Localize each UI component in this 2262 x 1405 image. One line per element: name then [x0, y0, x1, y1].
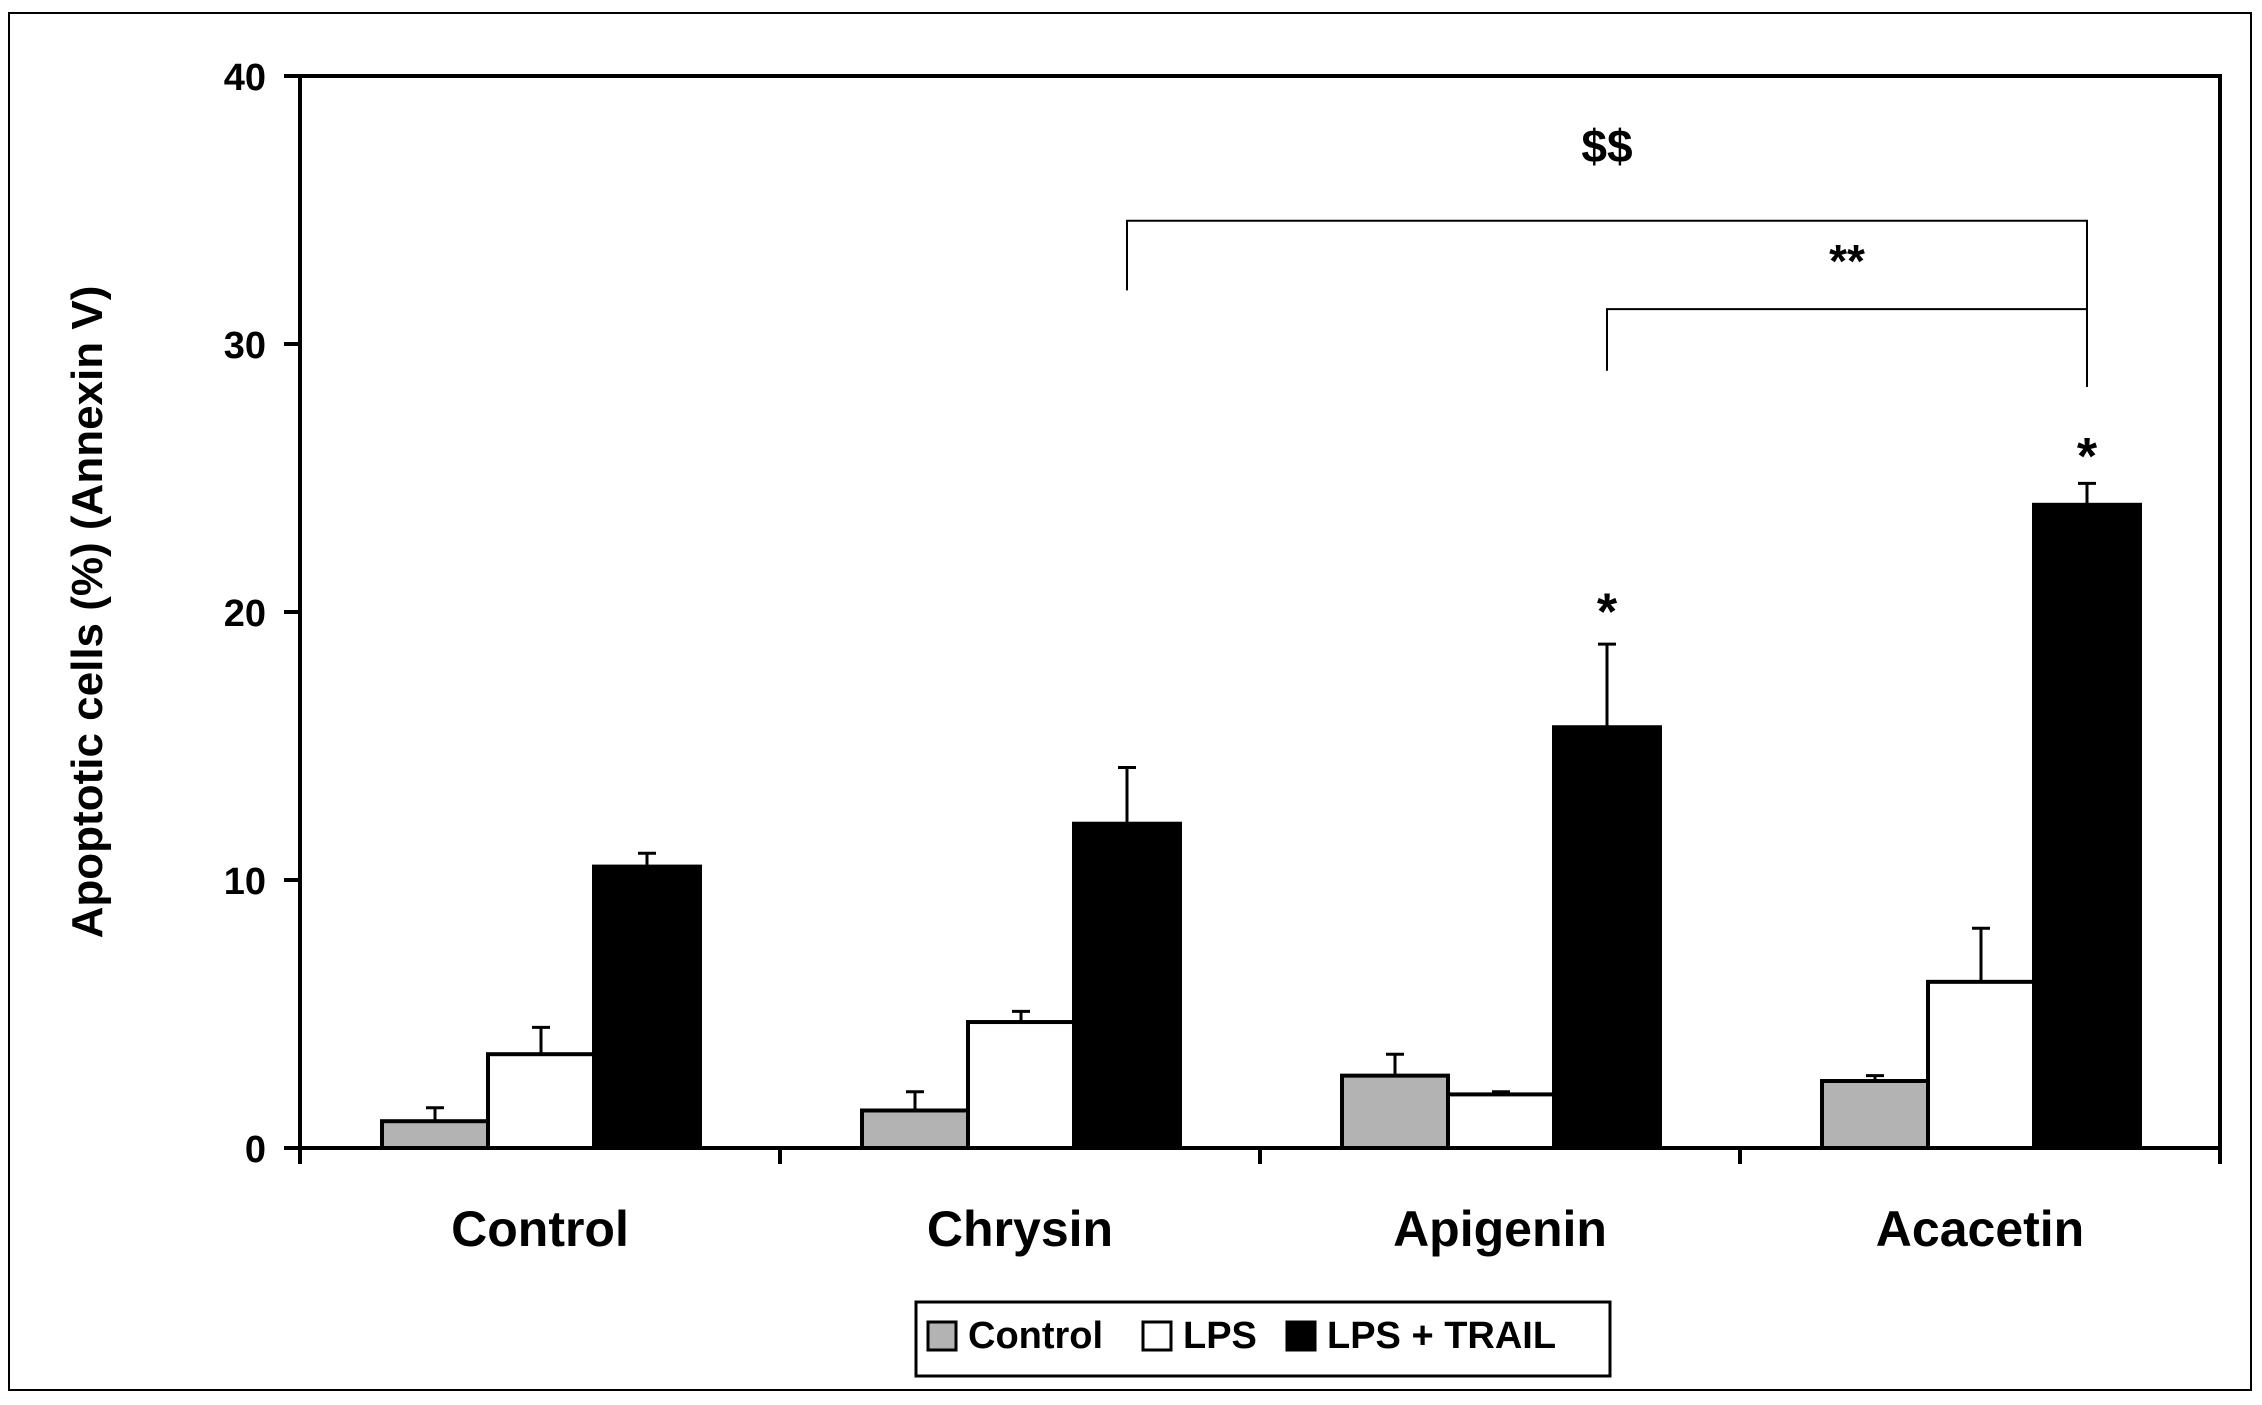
bar-chrysin-control [860, 1108, 970, 1150]
legend-label-lps: LPS [1183, 1315, 1257, 1357]
figure-border [8, 12, 2252, 1391]
x-axis: Control Chrysin Apigenin Acacetin [298, 1148, 2222, 1257]
significance-bracket-3 [1126, 219, 2088, 387]
bar-apigenin-lps [1446, 1092, 1556, 1151]
significance-asterisk-acacetin: * [2077, 428, 2098, 486]
annotations-layer: ****$$ [1126, 120, 2098, 641]
y-tick-label: 10 [224, 861, 266, 903]
bars-layer [380, 481, 2142, 1151]
bar-apigenin-lps-trail [1552, 725, 1662, 1150]
significance-asterisk-apigenin: * [1597, 583, 1618, 641]
significance-label-3: $$ [1581, 120, 1632, 172]
y-tick-label: 0 [245, 1129, 266, 1171]
x-tick-label-control: Control [451, 1201, 629, 1257]
legend-swatch-lps [1141, 1320, 1173, 1352]
legend: Control LPS LPS + TRAIL [914, 1300, 1612, 1378]
bar-control-control [380, 1119, 490, 1150]
y-tick-label: 40 [224, 57, 266, 99]
legend-label-lps-trail: LPS + TRAIL [1327, 1315, 1556, 1357]
bar-acacetin-lps-trail [2032, 502, 2142, 1150]
y-tick-label: 20 [224, 593, 266, 635]
bar-control-lps-trail [592, 864, 702, 1150]
bar-acacetin-lps [1926, 979, 2036, 1151]
bar-chrysin-lps [966, 1020, 1076, 1150]
y-axis: 0 10 20 30 40 [224, 57, 300, 1171]
significance-label-2: ** [1829, 235, 1865, 287]
bar-chrysin-lps-trail [1072, 821, 1182, 1150]
x-tick-label-apigenin: Apigenin [1393, 1201, 1607, 1257]
y-tick-label: 30 [224, 325, 266, 367]
legend-label-control: Control [968, 1315, 1103, 1357]
legend-swatch-control [926, 1320, 958, 1352]
bar-acacetin-control [1820, 1079, 1930, 1150]
legend-box [914, 1300, 1612, 1378]
x-tick-label-acacetin: Acacetin [1876, 1201, 2084, 1257]
x-tick-label-chrysin: Chrysin [927, 1201, 1113, 1257]
bar-apigenin-control [1340, 1073, 1450, 1151]
y-axis-label: Apoptotic cells (%) (Annexin V) [63, 286, 112, 939]
bar-control-lps [486, 1052, 596, 1150]
legend-swatch-lps-trail [1285, 1320, 1317, 1352]
